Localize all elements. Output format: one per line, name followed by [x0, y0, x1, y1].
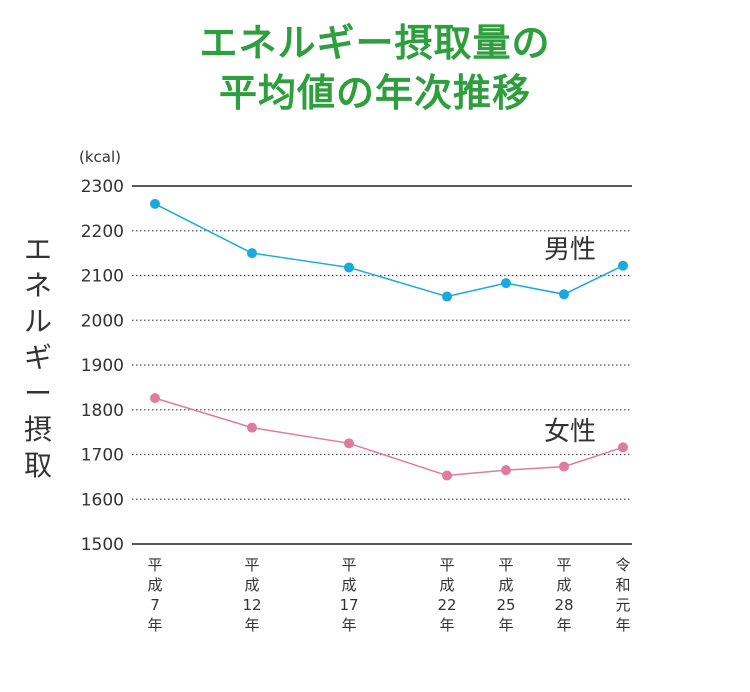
data-point — [618, 442, 628, 453]
x-tick-label: 成 — [341, 576, 356, 594]
y-axis-label-char: 取 — [23, 449, 52, 482]
data-point — [344, 262, 354, 273]
y-tick-label: 2200 — [81, 222, 124, 242]
x-tick-label: 平 — [147, 556, 162, 574]
y-axis-label-char: 摂 — [23, 413, 52, 446]
data-point — [559, 289, 569, 300]
y-axis-label: エネルギー摂取 — [18, 232, 58, 484]
x-tick-label: 28 — [554, 596, 573, 614]
x-tick-label: 成 — [147, 576, 162, 594]
x-tick-label: 12 — [242, 596, 261, 614]
x-tick-label: 平 — [556, 556, 571, 574]
y-tick-label: 1800 — [81, 401, 124, 421]
y-tick-label: 2300 — [81, 177, 124, 197]
x-tick-label: 平 — [244, 556, 259, 574]
x-tick-label: 平 — [498, 556, 513, 574]
series-label: 女性 — [544, 417, 596, 447]
x-tick-label: 25 — [496, 596, 515, 614]
x-tick-label: 17 — [339, 596, 358, 614]
x-tick-label: 平 — [439, 556, 454, 574]
x-tick-label: 年 — [615, 616, 630, 634]
y-tick-label: 2100 — [81, 267, 124, 287]
x-tick-label: 令 — [615, 556, 630, 574]
y-tick-label: 2000 — [81, 311, 124, 331]
x-tick-label: 成 — [556, 576, 571, 594]
x-tick-label: 年 — [439, 616, 454, 634]
x-tick-label: 平 — [341, 556, 356, 574]
x-tick-label: 元 — [615, 596, 630, 614]
y-tick-label: 1900 — [81, 356, 124, 376]
y-axis-label-char: ー — [23, 377, 52, 410]
data-point — [559, 461, 569, 472]
x-tick-label: 成 — [439, 576, 454, 594]
x-tick-label: 年 — [244, 616, 259, 634]
y-tick-labels: 1500 1600 1700 1800 1900 2000 2100 2200 2300 — [81, 177, 124, 555]
series-label: 男性 — [544, 235, 596, 265]
x-tick-label: 年 — [147, 616, 162, 634]
y-axis-label-char: ル — [23, 305, 52, 338]
data-point — [618, 260, 628, 271]
y-tick-label: 1500 — [81, 535, 124, 555]
y-tick-label: 1700 — [81, 446, 124, 466]
chart-title: エネルギー摂取量の 平均値の年次推移 — [0, 18, 750, 118]
y-axis-unit: (kcal) — [79, 148, 121, 166]
data-point — [442, 470, 452, 481]
grid-lines — [132, 185, 632, 545]
y-axis-label-char: ネ — [23, 269, 52, 302]
data-point — [501, 278, 511, 289]
y-axis-label-char: ギ — [23, 341, 52, 374]
x-tick-label: 7 — [150, 596, 160, 614]
data-point — [501, 465, 511, 476]
x-tick-label: 年 — [556, 616, 571, 634]
data-point — [150, 198, 160, 209]
data-point — [442, 291, 452, 302]
x-tick-label: 年 — [341, 616, 356, 634]
data-point — [150, 393, 160, 404]
y-tick-label: 1600 — [81, 490, 124, 510]
x-tick-label: 成 — [244, 576, 259, 594]
chart-title-line-2: 平均値の年次推移 — [218, 71, 531, 115]
data-point — [247, 422, 257, 433]
x-tick-label: 年 — [498, 616, 513, 634]
y-axis-label-char: エ — [23, 233, 52, 266]
data-point — [247, 248, 257, 259]
data-point — [344, 438, 354, 449]
x-tick-label: 成 — [498, 576, 513, 594]
x-tick-label: 和 — [615, 576, 630, 594]
x-tick-label: 22 — [437, 596, 456, 614]
chart-title-line-1: エネルギー摂取量の — [199, 21, 551, 65]
